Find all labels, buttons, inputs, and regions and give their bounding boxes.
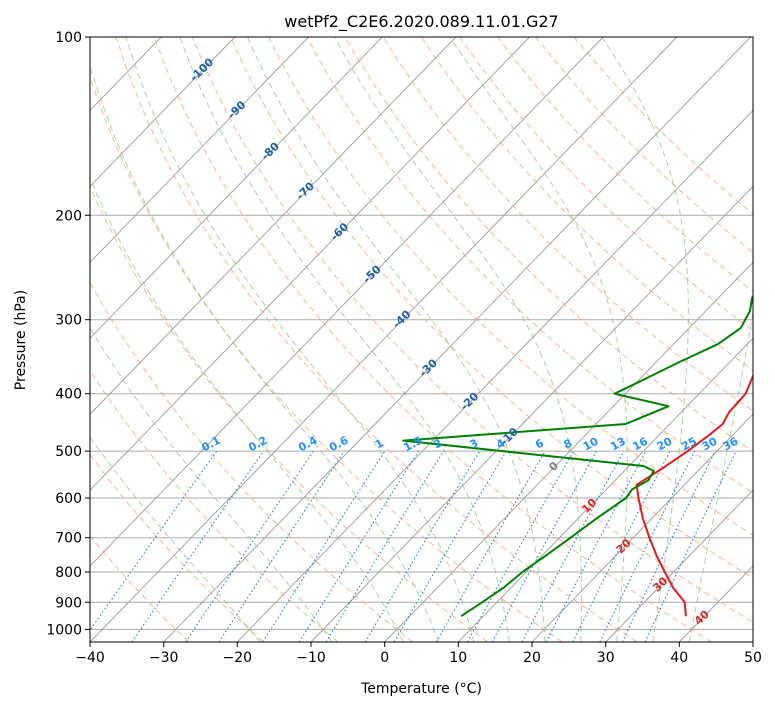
dry-adiabat-line [115,37,638,642]
dry-adiabat-line [497,37,753,293]
moist-adiabat-line [688,309,753,642]
isotherm-line [531,413,753,642]
y-tick-label: 900 [55,595,82,611]
mixing-ratio-line [572,450,671,642]
isotherm-line [384,261,753,642]
mixing-ratio-line [90,450,218,632]
mixing-ratio-label: 20 [655,435,675,454]
plot-frame [89,36,754,643]
moist-adiabat-line [90,64,439,642]
moist-adiabat-line [90,326,333,642]
dry-adiabat-line [90,185,488,642]
temperature-profile-line [635,373,753,617]
x-axis-label: Temperature (°C) [360,681,482,697]
mixing-ratio-line [185,450,314,642]
series-layer [402,295,753,618]
mixing-ratio-line [599,450,696,642]
y-tick-label: 200 [55,208,82,224]
x-tick-label: 40 [670,650,688,666]
isotherm-line [90,37,457,415]
isotherm-line [90,37,309,263]
dry-adiabat-line [90,281,414,642]
mixing-ratio-label: 16 [630,435,650,454]
isotherm-line [90,37,383,339]
isotherm-line [605,489,753,642]
isotherm-line [163,37,751,642]
isotherm-line [90,37,236,188]
grid-layer [90,37,753,642]
moist-adiabat-line [601,37,689,642]
mixing-ratio-line [262,450,386,642]
isotherm-line [90,37,604,567]
mixing-ratio-label: 36 [721,435,741,454]
mixing-ratio-line [467,450,575,642]
mixing-ratio-label: 30 [700,435,720,454]
y-tick-label: 300 [55,313,82,329]
x-tick-label: 0 [380,650,389,666]
mixing-ratio-line [325,450,444,642]
dry-adiabat-line [90,453,264,642]
moist-adiabat-line [449,37,628,642]
dry-adiabat-line [191,37,753,623]
moist-adiabat-line [179,37,510,642]
y-tick-label: 400 [55,387,82,403]
y-tick-label: 600 [55,491,82,507]
moist-adiabat-line [246,37,546,642]
isotherm-line [457,337,753,642]
y-tick-label: 700 [55,531,82,547]
isotherm-line [236,109,753,642]
x-tick-label: −40 [75,650,105,666]
axes-layer: −40 −30 −20 −10 0 10 20 30 40 50 100 200 300 400 500 60… [46,30,762,666]
y-tick-label: 500 [55,444,82,460]
y-tick-label: 800 [55,565,82,581]
y-tick-label: 100 [55,30,82,46]
isotherm-line [90,37,678,642]
dry-adiabat-line [90,369,339,642]
x-tick-label: 10 [449,650,467,666]
chart-title: wetPf2_C2E6.2020.089.11.01.G27 [284,12,558,32]
y-tick-label: 1000 [46,622,82,638]
mixing-ratio-line [131,450,265,642]
moist-adiabat-line [334,37,582,642]
mixing-ratio-line [521,450,625,642]
x-tick-label: 30 [597,650,615,666]
mixing-ratio-label: 10 [581,435,601,454]
x-tick-label: −30 [149,650,179,666]
isotherm-line [90,37,530,491]
mixing-ratio-label: 25 [679,435,699,454]
y-axis-label: Pressure (hPa) [13,290,29,390]
isotherm-line [310,185,753,642]
dry-adiabat-line [90,75,563,642]
moist-adiabat-line [125,37,475,642]
dewpoint-profile-line [402,295,753,618]
x-tick-label: −10 [296,650,326,666]
x-tick-label: 20 [523,650,541,666]
mixing-ratio-line [218,450,345,642]
x-tick-label: 50 [744,650,762,666]
x-tick-label: −20 [223,650,253,666]
moist-adiabat-line [90,436,261,642]
mixing-ratio-label: 13 [608,435,628,454]
